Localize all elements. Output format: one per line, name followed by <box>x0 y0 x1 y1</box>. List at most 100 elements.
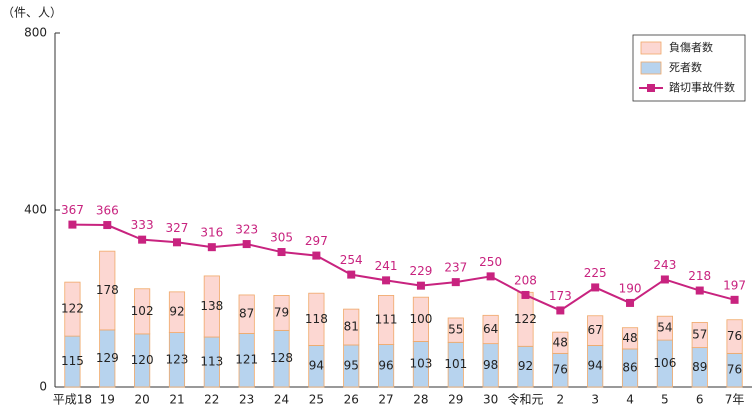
bar-label: 113 <box>200 354 223 368</box>
bar-label: 79 <box>274 305 289 319</box>
x-tick-label: 28 <box>413 393 428 407</box>
bar-label: 48 <box>553 335 568 349</box>
x-tick-label: 4 <box>626 393 634 407</box>
legend-label: 負傷者数 <box>669 40 713 54</box>
bar-label: 95 <box>344 358 359 372</box>
line-label: 173 <box>549 289 572 303</box>
line-marker <box>626 298 635 307</box>
y-tick-label: 0 <box>39 380 47 394</box>
bar <box>308 292 325 346</box>
bar-label: 118 <box>305 312 328 326</box>
x-tick-label: 22 <box>204 393 219 407</box>
line-label: 208 <box>514 273 537 287</box>
legend-swatch <box>640 61 662 75</box>
line-label: 333 <box>131 218 154 232</box>
line-label: 250 <box>479 255 502 269</box>
line-label: 327 <box>166 221 189 235</box>
bar <box>482 314 499 345</box>
line-marker <box>277 248 286 257</box>
bar-label: 55 <box>448 323 463 337</box>
bar-label: 54 <box>657 321 672 335</box>
bar-label: 123 <box>166 352 189 366</box>
bar-label: 87 <box>239 307 254 321</box>
y-axis-label: （件、人） <box>2 6 62 20</box>
x-tick-label: 5 <box>661 393 669 407</box>
bar-label: 129 <box>96 351 119 365</box>
bar <box>621 327 639 350</box>
x-tick-label: 30 <box>483 393 498 407</box>
line-label: 229 <box>409 264 432 278</box>
bar <box>378 295 395 345</box>
line-marker <box>382 276 391 285</box>
x-tick-label: 20 <box>134 393 149 407</box>
x-tick-label: 26 <box>344 393 359 407</box>
x-tick-label: 2 <box>557 393 565 407</box>
line-label: 323 <box>235 223 258 237</box>
line-marker <box>242 240 251 249</box>
x-tick-label: 29 <box>448 393 463 407</box>
x-tick-label: 19 <box>100 393 115 407</box>
bar-label: 76 <box>727 363 742 377</box>
bar-label: 98 <box>483 358 498 372</box>
line-label: 297 <box>305 234 328 248</box>
line-label: 305 <box>270 231 293 245</box>
bar-label: 178 <box>96 283 119 297</box>
bar-label: 57 <box>692 328 707 342</box>
line-marker <box>207 243 216 252</box>
bar-label: 76 <box>553 363 568 377</box>
bar <box>203 275 220 338</box>
line-marker <box>486 272 495 281</box>
bar-label: 102 <box>131 304 154 318</box>
line-label: 225 <box>584 266 607 280</box>
x-tick-label: 27 <box>378 393 393 407</box>
bar-label: 115 <box>61 354 84 368</box>
line-marker <box>695 286 704 295</box>
bar-label: 138 <box>200 299 223 313</box>
x-tick-label: 7年 <box>725 393 745 407</box>
line-marker <box>347 270 356 279</box>
x-tick-label: 21 <box>169 393 184 407</box>
line-marker <box>556 306 565 315</box>
y-tick-label: 800 <box>24 26 47 40</box>
bar <box>587 315 604 346</box>
bar-label: 106 <box>653 356 676 370</box>
line-label: 197 <box>723 278 746 292</box>
bar-label: 100 <box>409 312 432 326</box>
bar-label: 76 <box>727 329 742 343</box>
bar <box>64 281 81 337</box>
bar <box>726 319 743 354</box>
line-marker <box>521 290 530 299</box>
legend-marker <box>647 84 655 92</box>
line-marker <box>730 295 739 304</box>
bar <box>343 308 360 346</box>
legend-swatch <box>640 41 662 55</box>
bar <box>447 317 464 343</box>
legend-label: 踏切事故件数 <box>669 80 735 94</box>
line-marker <box>660 275 669 284</box>
bar <box>412 296 429 342</box>
bar-label: 122 <box>514 312 537 326</box>
line-label: 316 <box>200 226 223 240</box>
bar-label: 101 <box>444 357 467 371</box>
line-marker <box>591 283 600 292</box>
bar-label: 120 <box>131 353 154 367</box>
bar <box>238 294 255 334</box>
bar-label: 128 <box>270 351 293 365</box>
bar <box>691 321 708 349</box>
bar-label: 121 <box>235 353 258 367</box>
line-label: 218 <box>688 269 711 283</box>
bar-label: 96 <box>378 358 393 372</box>
line-marker <box>416 281 425 290</box>
x-tick-label: 23 <box>239 393 254 407</box>
bar <box>656 315 673 341</box>
line-marker <box>172 238 181 247</box>
y-tick-label: 400 <box>24 203 47 217</box>
line <box>72 223 735 312</box>
line-marker <box>312 251 321 260</box>
line-label: 254 <box>340 253 363 267</box>
bar-label: 67 <box>588 323 603 337</box>
x-tick-label: 25 <box>309 393 324 407</box>
line-label: 243 <box>653 258 676 272</box>
bar-label: 111 <box>375 312 398 326</box>
